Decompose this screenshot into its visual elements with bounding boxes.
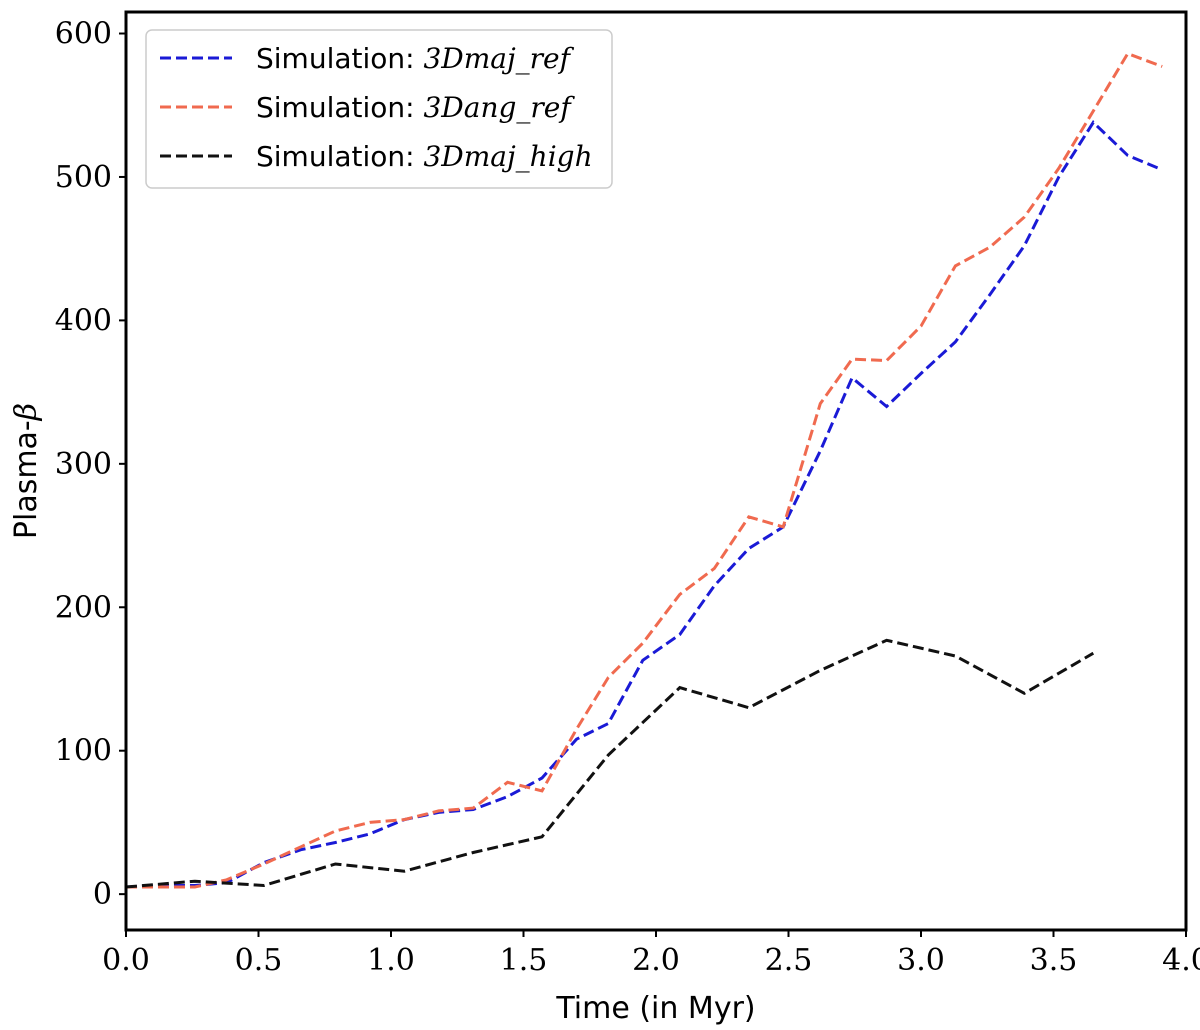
legend-entry-3dmaj-high: Simulation: 3Dmaj_high bbox=[160, 140, 593, 173]
plot-series bbox=[125, 51, 1163, 889]
legend: Simulation: 3Dmaj_ref Simulation: 3Dang_… bbox=[145, 29, 613, 189]
x-tick-label: 3.0 bbox=[897, 943, 945, 978]
x-axis-ticks: 0.0 0.5 1.0 1.5 2.0 2.5 3.0 3.5 4.0 bbox=[102, 930, 1200, 978]
y-tick-label: 500 bbox=[55, 160, 112, 195]
y-tick-label: 400 bbox=[55, 303, 112, 338]
y-axis-label-symbol: β bbox=[9, 403, 44, 421]
x-tick-label: 2.0 bbox=[632, 943, 680, 978]
y-axis-label-text: Plasma- bbox=[9, 420, 44, 539]
x-axis-label: Time (in Myr) bbox=[555, 991, 755, 1026]
series-line-3dang-ref bbox=[126, 51, 1163, 889]
y-axis-label: Plasma-β bbox=[9, 403, 44, 539]
x-tick-label: 0.5 bbox=[235, 943, 283, 978]
legend-label-3dang-ref: Simulation: 3Dang_ref bbox=[256, 91, 575, 124]
x-tick-label: 3.5 bbox=[1030, 943, 1078, 978]
legend-label-3dmaj-high: Simulation: 3Dmaj_high bbox=[256, 140, 593, 173]
series-line-3dmaj-high bbox=[125, 638, 1095, 889]
x-tick-label: 1.0 bbox=[367, 943, 415, 978]
legend-entry-3dmaj-ref: Simulation: 3Dmaj_ref bbox=[160, 42, 575, 75]
y-axis-ticks: 0 100 200 300 400 500 600 bbox=[55, 17, 126, 912]
series-line-3dmaj-ref bbox=[125, 120, 1163, 889]
x-tick-label: 2.5 bbox=[765, 943, 813, 978]
legend-box bbox=[145, 29, 613, 189]
x-tick-label: 4.0 bbox=[1162, 943, 1200, 978]
legend-entry-3dang-ref: Simulation: 3Dang_ref bbox=[160, 91, 575, 124]
x-tick-label: 1.5 bbox=[500, 943, 548, 978]
y-tick-label: 600 bbox=[55, 17, 112, 52]
y-tick-label: 300 bbox=[55, 447, 112, 482]
legend-label-3dmaj-ref: Simulation: 3Dmaj_ref bbox=[256, 42, 575, 75]
x-tick-label: 0.0 bbox=[102, 943, 150, 978]
y-tick-label: 100 bbox=[55, 734, 112, 769]
y-tick-label: 0 bbox=[93, 877, 112, 912]
y-tick-label: 200 bbox=[55, 590, 112, 625]
